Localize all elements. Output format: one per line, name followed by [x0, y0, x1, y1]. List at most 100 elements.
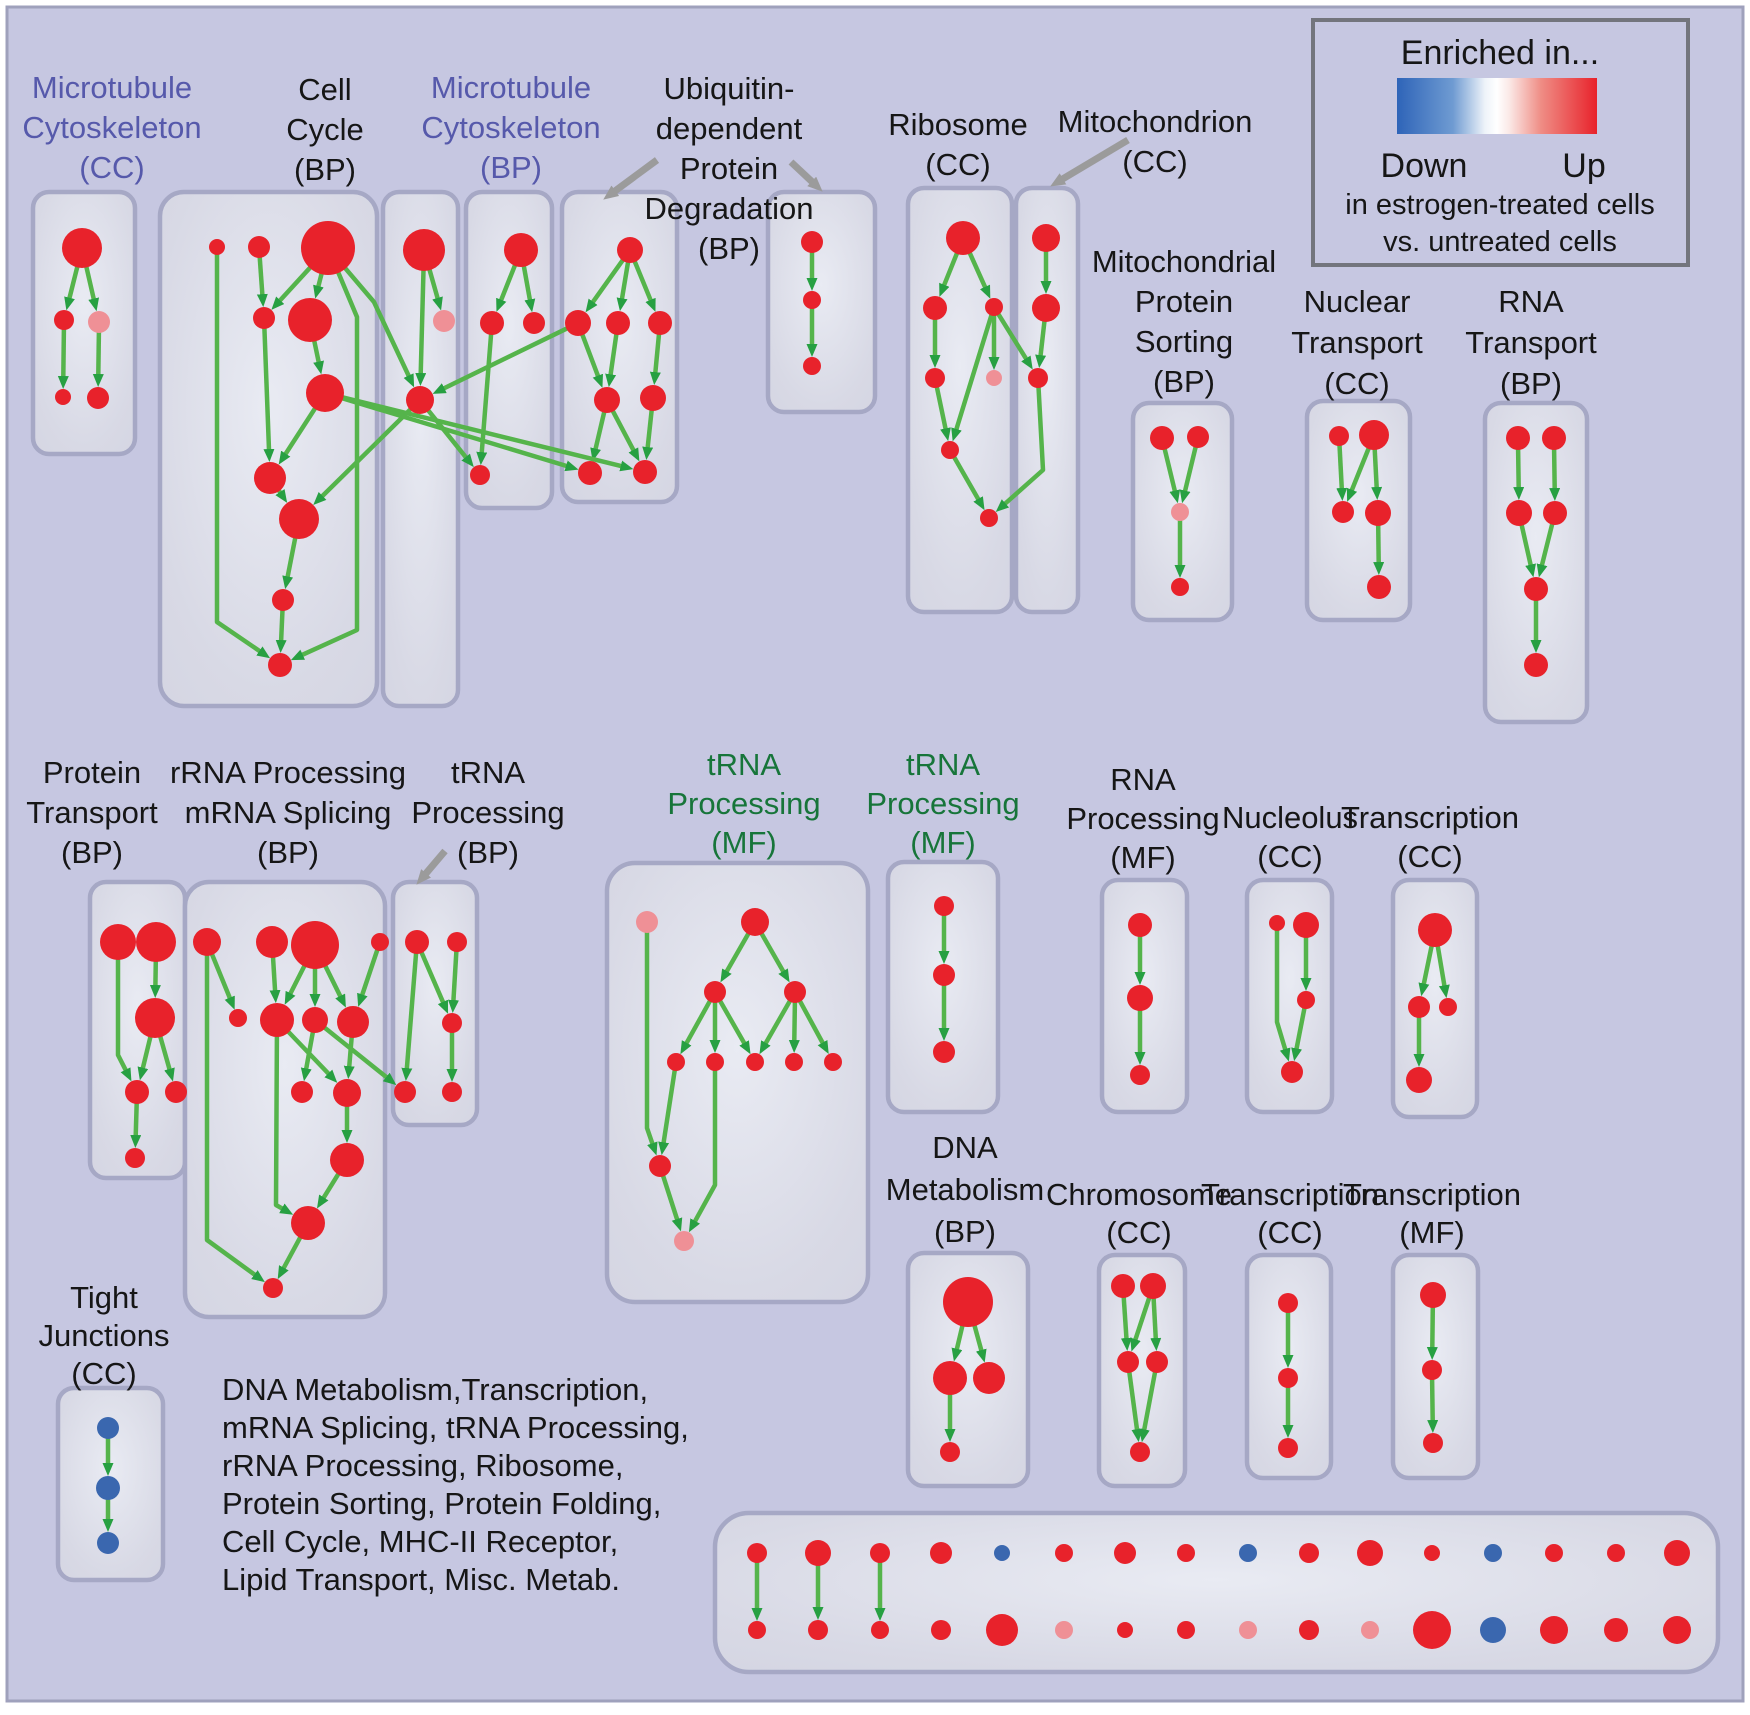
edge-arrow [632, 260, 656, 312]
group-label-mps-line-1: Protein [1135, 284, 1233, 319]
edge-arrow [759, 932, 790, 983]
group-label-tight_j-line-1: Junctions [39, 1318, 170, 1353]
group-label-ribosome-line-1: (CC) [925, 147, 990, 182]
edge-arrow [1150, 1297, 1162, 1351]
group-box-dna_m [905, 1250, 1031, 1489]
misc-clusters-note-line-0: DNA Metabolism,Transcription, [222, 1372, 648, 1407]
go-term-node-tx_mf-v2 [1422, 1360, 1442, 1380]
go-term-node-tx_cc_top-top [1418, 913, 1452, 947]
go-term-node-rrna-E [229, 1009, 247, 1027]
go-term-node-mc_cc-l [54, 310, 74, 330]
group-label-mc_cc-line-1: Cytoskeleton [22, 110, 201, 145]
go-term-node-rrna-B [256, 926, 288, 958]
group-box-mito [1013, 185, 1081, 615]
go-term-node-tight_j-v3 [97, 1532, 119, 1554]
edge-arrow [967, 251, 991, 299]
go-term-node-ribosome-top [946, 221, 980, 255]
edge-arrow [1138, 1371, 1158, 1443]
group-label-trna_bp-line-0: tRNA [451, 755, 525, 790]
go-term-node-trna_mf1-low [649, 1155, 671, 1177]
group-label-nuc_t-line-0: Nuclear [1304, 284, 1411, 319]
group-label-mps-line-0: Mitochondrial [1092, 244, 1276, 279]
edge-arrow [357, 948, 380, 1007]
group-box-ubi_left [463, 189, 555, 511]
go-term-node-trna_bp-mid [442, 1013, 462, 1033]
go-term-node-shared_misc-t2 [805, 1540, 831, 1566]
go-term-node-shared_misc-b8 [1177, 1621, 1195, 1639]
go-term-node-cell_cycle-g [254, 462, 286, 494]
go-term-node-shared_misc-b13 [1480, 1617, 1506, 1643]
go-term-node-rrna-N [263, 1278, 283, 1298]
group-label-rrna-line-1: mRNA Splicing [185, 795, 392, 830]
edge-arrow [1426, 1306, 1438, 1360]
go-term-node-mt_bp-pk [433, 310, 455, 332]
edge-arrow [256, 256, 268, 308]
go-term-node-dna_m-ml [933, 1361, 967, 1395]
go-term-node-shared_misc-t14 [1545, 1544, 1563, 1562]
go-term-node-prot_t-l [125, 1080, 149, 1104]
go-term-node-prot_t-b1 [100, 924, 136, 960]
edge-arrow [951, 1324, 965, 1362]
legend-subtitle-1: in estrogen-treated cells [1345, 189, 1655, 221]
group-box-ubi_right [765, 189, 878, 415]
group-label-prot_t-line-2: (BP) [61, 835, 123, 870]
go-term-node-cell_cycle-f [306, 374, 344, 412]
go-term-node-rna_p-v2 [1127, 985, 1153, 1011]
edge-arrow [92, 331, 104, 387]
group-label-ubi_main-line-4: (BP) [698, 231, 760, 266]
edge-arrow [323, 964, 346, 1008]
group-label-ubi_main-line-3: Degradation [645, 191, 814, 226]
group-label-nucleolus-line-0: Nucleolus [1222, 800, 1358, 835]
go-term-node-shared_misc-b4 [931, 1620, 951, 1640]
edge-arrow [660, 1174, 683, 1232]
go-term-node-shared_misc-b9 [1239, 1621, 1257, 1639]
go-term-node-mito-m3 [1028, 368, 1048, 388]
go-term-node-ribosome-l4 [941, 441, 959, 459]
go-term-node-trna_mf1-top [741, 908, 769, 936]
go-term-node-cell_cycle-c [301, 221, 355, 275]
go-term-node-shared_misc-t11 [1357, 1540, 1383, 1566]
group-box-nuc_t [1304, 398, 1413, 623]
edge-arrow [1291, 1007, 1307, 1062]
group-label-nuc_t-line-2: (CC) [1324, 366, 1389, 401]
edge-arrow [427, 268, 443, 311]
go-term-node-shared_misc-b1 [748, 1621, 766, 1639]
edge-arrow [419, 951, 449, 1014]
edge-arrow [322, 1025, 397, 1086]
go-term-node-nucleolus-bot [1281, 1061, 1303, 1083]
group-label-trna_bp-line-1: Processing [411, 795, 564, 830]
edge-arrow [271, 265, 313, 310]
go-term-node-shared_misc-b7 [1117, 1622, 1133, 1638]
go-term-node-rrna-H [337, 1006, 369, 1038]
group-label-chrom-line-0: Chromosome [1046, 1177, 1232, 1212]
edge-arrow [1519, 524, 1536, 578]
edge-arrow [644, 932, 658, 1156]
group-label-tight_j-line-2: (CC) [71, 1356, 136, 1391]
edge-arrow [278, 406, 318, 465]
edge-arrow [996, 312, 1033, 370]
go-term-node-ubi_left-r [523, 312, 545, 334]
edge-arrow [158, 1035, 175, 1082]
group-label-rna_p-line-0: RNA [1110, 762, 1176, 797]
edge-arrow [204, 955, 265, 1283]
group-label-rna_t-line-2: (BP) [1500, 366, 1562, 401]
go-term-node-mps-bot [1171, 578, 1189, 596]
go-term-node-tx_cc_top-mr [1439, 998, 1457, 1016]
edge-arrow [1371, 448, 1383, 500]
edge-arrow [341, 396, 579, 472]
group-label-prot_t-line-0: Protein [43, 755, 141, 790]
edge-arrow [1346, 447, 1371, 502]
go-term-node-tx_cc_bot-v2 [1278, 1368, 1298, 1388]
go-term-node-rna_t-mr [1543, 501, 1567, 525]
edge-arrow [1427, 1378, 1439, 1433]
edge-arrow [1513, 448, 1525, 500]
go-term-node-ubi_left-l [480, 311, 504, 335]
group-label-tx_mf-line-1: (MF) [1399, 1215, 1464, 1250]
go-term-node-mc_cc-br [87, 387, 109, 409]
go-term-node-rna_t-tr [1542, 426, 1566, 450]
group-label-rna_p-line-2: (MF) [1110, 840, 1175, 875]
go-term-node-prot_t-r [165, 1081, 187, 1103]
go-term-node-mt_bp-mid [406, 386, 434, 414]
go-term-node-trna_bp-bl [394, 1081, 416, 1103]
layer-legend: Enriched in... Down Up in estrogen-treated … [1311, 18, 1690, 267]
